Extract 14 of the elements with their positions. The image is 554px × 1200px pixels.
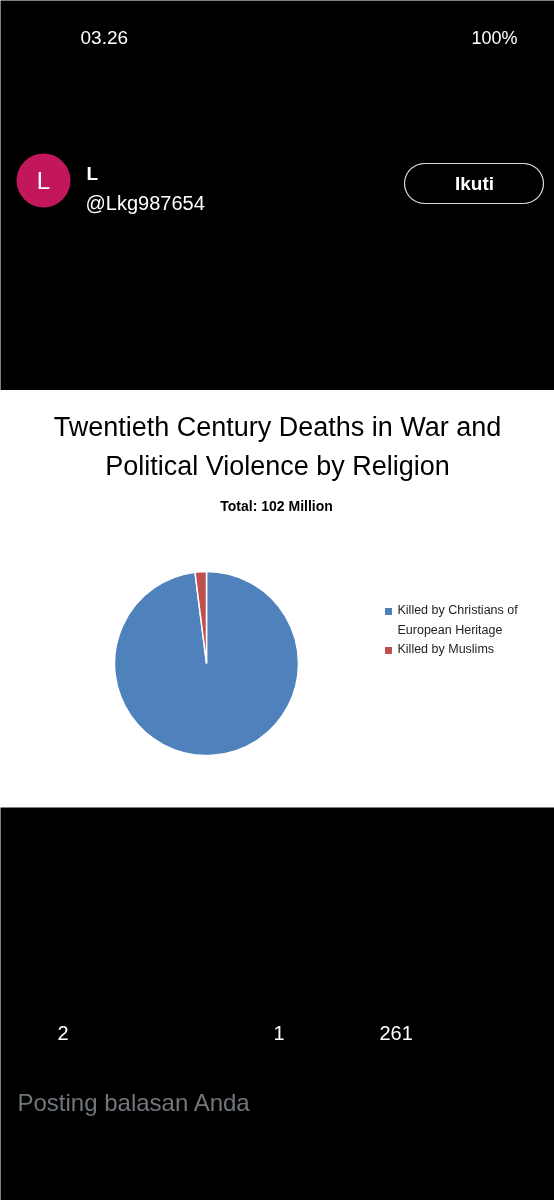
text: 261 (379, 1021, 413, 1044)
text: Ikuti (454, 173, 495, 194)
legend-label: Killed by Muslims (397, 641, 495, 656)
text: L (86, 163, 99, 184)
chart-title: Twentieth Century Deaths in War and Political Violence by Religion (53, 411, 502, 482)
text: 1 (273, 1021, 285, 1044)
text: 03.26 (80, 27, 129, 48)
text: @Lkg987654 (85, 191, 205, 214)
chart-subtitle: Total: 102 Million (220, 497, 333, 514)
text: Posting balasan Anda (17, 1089, 251, 1116)
text: 2 (57, 1021, 69, 1044)
text: 100% (471, 27, 518, 48)
text: L (36, 167, 51, 194)
legend-label: Killed by Christians of European Heritage (397, 602, 519, 637)
